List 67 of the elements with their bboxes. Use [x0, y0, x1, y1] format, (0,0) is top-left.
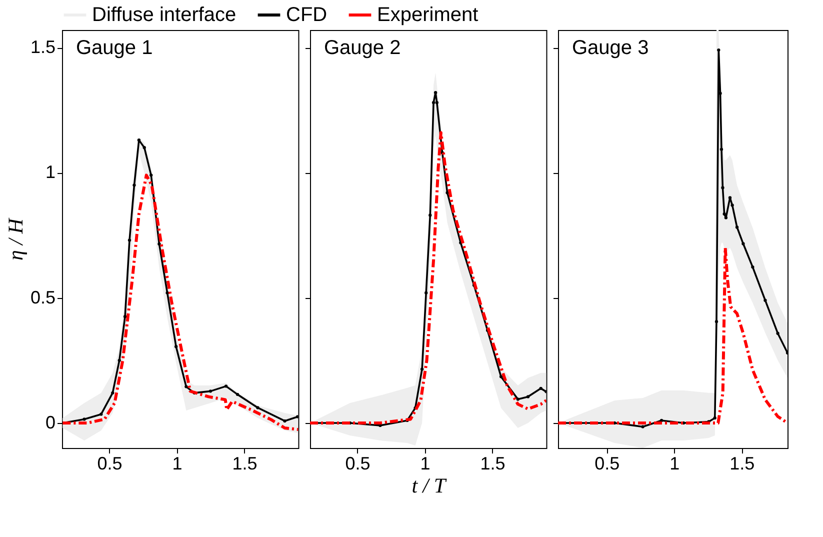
- point: [142, 146, 146, 150]
- point: [283, 419, 286, 423]
- point: [720, 148, 724, 151]
- x-tick-label: 0.5: [594, 454, 620, 474]
- text: Diffuse interface: [92, 4, 236, 26]
- point: [516, 398, 520, 401]
- x-tick-label: 1.5: [730, 454, 755, 474]
- point: [118, 358, 121, 362]
- legend-label: Experiment: [377, 4, 479, 26]
- point: [184, 385, 188, 388]
- y-tick-label: 1.5: [30, 37, 56, 58]
- point: [721, 186, 724, 190]
- point: [428, 214, 432, 217]
- point: [641, 425, 644, 428]
- x-tick-label: 0.5: [97, 454, 122, 474]
- point: [420, 368, 424, 371]
- point: [236, 392, 240, 396]
- point: [208, 390, 212, 393]
- y-tick-label: 0.5: [30, 287, 56, 308]
- point: [751, 265, 754, 269]
- x-tick-label: 0.5: [345, 454, 370, 474]
- point: [526, 395, 530, 398]
- point: [123, 315, 127, 318]
- point: [742, 242, 745, 246]
- point: [128, 238, 132, 242]
- chart-title: Gauge 2: [324, 37, 401, 59]
- chart-title: Gauge 1: [76, 37, 153, 59]
- point: [717, 48, 720, 52]
- point: [174, 345, 178, 348]
- x-tick-label: 1.5: [232, 454, 258, 474]
- point: [224, 384, 228, 388]
- x-tick-label: 1: [420, 454, 430, 474]
- point: [82, 418, 86, 421]
- x-tick-label: 1: [670, 454, 680, 474]
- point: [100, 412, 103, 416]
- point: [776, 332, 780, 335]
- point: [714, 320, 718, 324]
- point: [150, 174, 153, 177]
- point: [434, 90, 438, 94]
- x-tick-label: 1.5: [480, 454, 506, 474]
- point: [166, 291, 169, 294]
- chart-title: Gauge 3: [572, 37, 649, 59]
- point: [432, 101, 436, 104]
- point: [660, 418, 664, 422]
- point: [132, 184, 136, 187]
- point: [435, 101, 438, 104]
- point: [722, 212, 726, 216]
- y-axis-title: η / H: [3, 216, 28, 260]
- point: [735, 226, 739, 229]
- point: [724, 216, 728, 220]
- point: [137, 138, 141, 142]
- point: [158, 242, 161, 246]
- point: [111, 391, 114, 395]
- y-tick-label: 1: [45, 162, 56, 182]
- point: [728, 196, 732, 200]
- point: [256, 406, 260, 410]
- point: [424, 291, 428, 294]
- y-tick-label: 0: [45, 412, 56, 432]
- point: [499, 375, 503, 378]
- point: [713, 416, 716, 420]
- point: [764, 298, 767, 302]
- x-axis-title: t / T: [412, 474, 447, 498]
- x-tick-label: 1: [172, 454, 182, 474]
- legend-label: CFD: [286, 4, 328, 26]
- point: [539, 386, 542, 390]
- point: [730, 204, 734, 207]
- point: [296, 415, 298, 418]
